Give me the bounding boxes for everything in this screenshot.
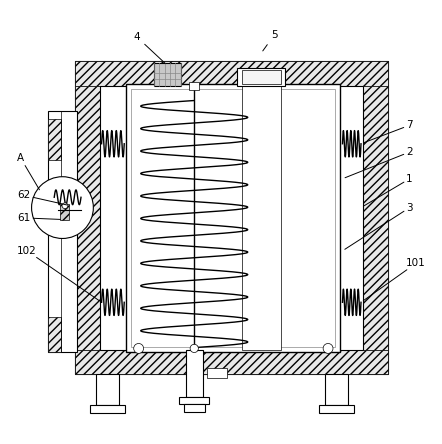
Text: 5: 5 (263, 30, 278, 51)
Bar (179, 397, 209, 404)
Bar (75, 61, 388, 374)
Bar (186, 350, 203, 397)
Text: 1: 1 (363, 174, 413, 206)
Bar (48, 111, 77, 352)
Text: 102: 102 (17, 246, 99, 301)
Circle shape (323, 344, 333, 353)
Text: 3: 3 (345, 202, 413, 250)
Bar (75, 86, 99, 350)
Bar (319, 405, 354, 412)
Bar (189, 82, 199, 90)
Bar (363, 86, 388, 350)
Bar (48, 317, 61, 352)
Bar (154, 63, 181, 86)
Bar (75, 61, 388, 86)
Bar (90, 405, 125, 412)
Bar (325, 374, 347, 405)
Bar (183, 404, 205, 412)
Text: 4: 4 (133, 32, 165, 63)
Bar (242, 70, 281, 84)
Bar (99, 86, 363, 350)
Text: A: A (17, 153, 39, 190)
Circle shape (133, 344, 144, 353)
Bar (131, 89, 335, 347)
Circle shape (31, 177, 93, 238)
Bar (48, 119, 61, 160)
Circle shape (190, 344, 198, 353)
Text: 2: 2 (345, 147, 413, 178)
Bar (242, 86, 281, 350)
Bar (75, 350, 388, 374)
Text: 101: 101 (363, 258, 426, 301)
Bar (206, 368, 227, 378)
Text: 7: 7 (364, 120, 413, 143)
Text: 62: 62 (17, 190, 67, 205)
Bar (96, 374, 119, 405)
Bar (61, 204, 69, 219)
Text: 61: 61 (17, 213, 61, 223)
Circle shape (62, 203, 68, 209)
Bar (237, 67, 285, 86)
Bar (126, 84, 340, 352)
